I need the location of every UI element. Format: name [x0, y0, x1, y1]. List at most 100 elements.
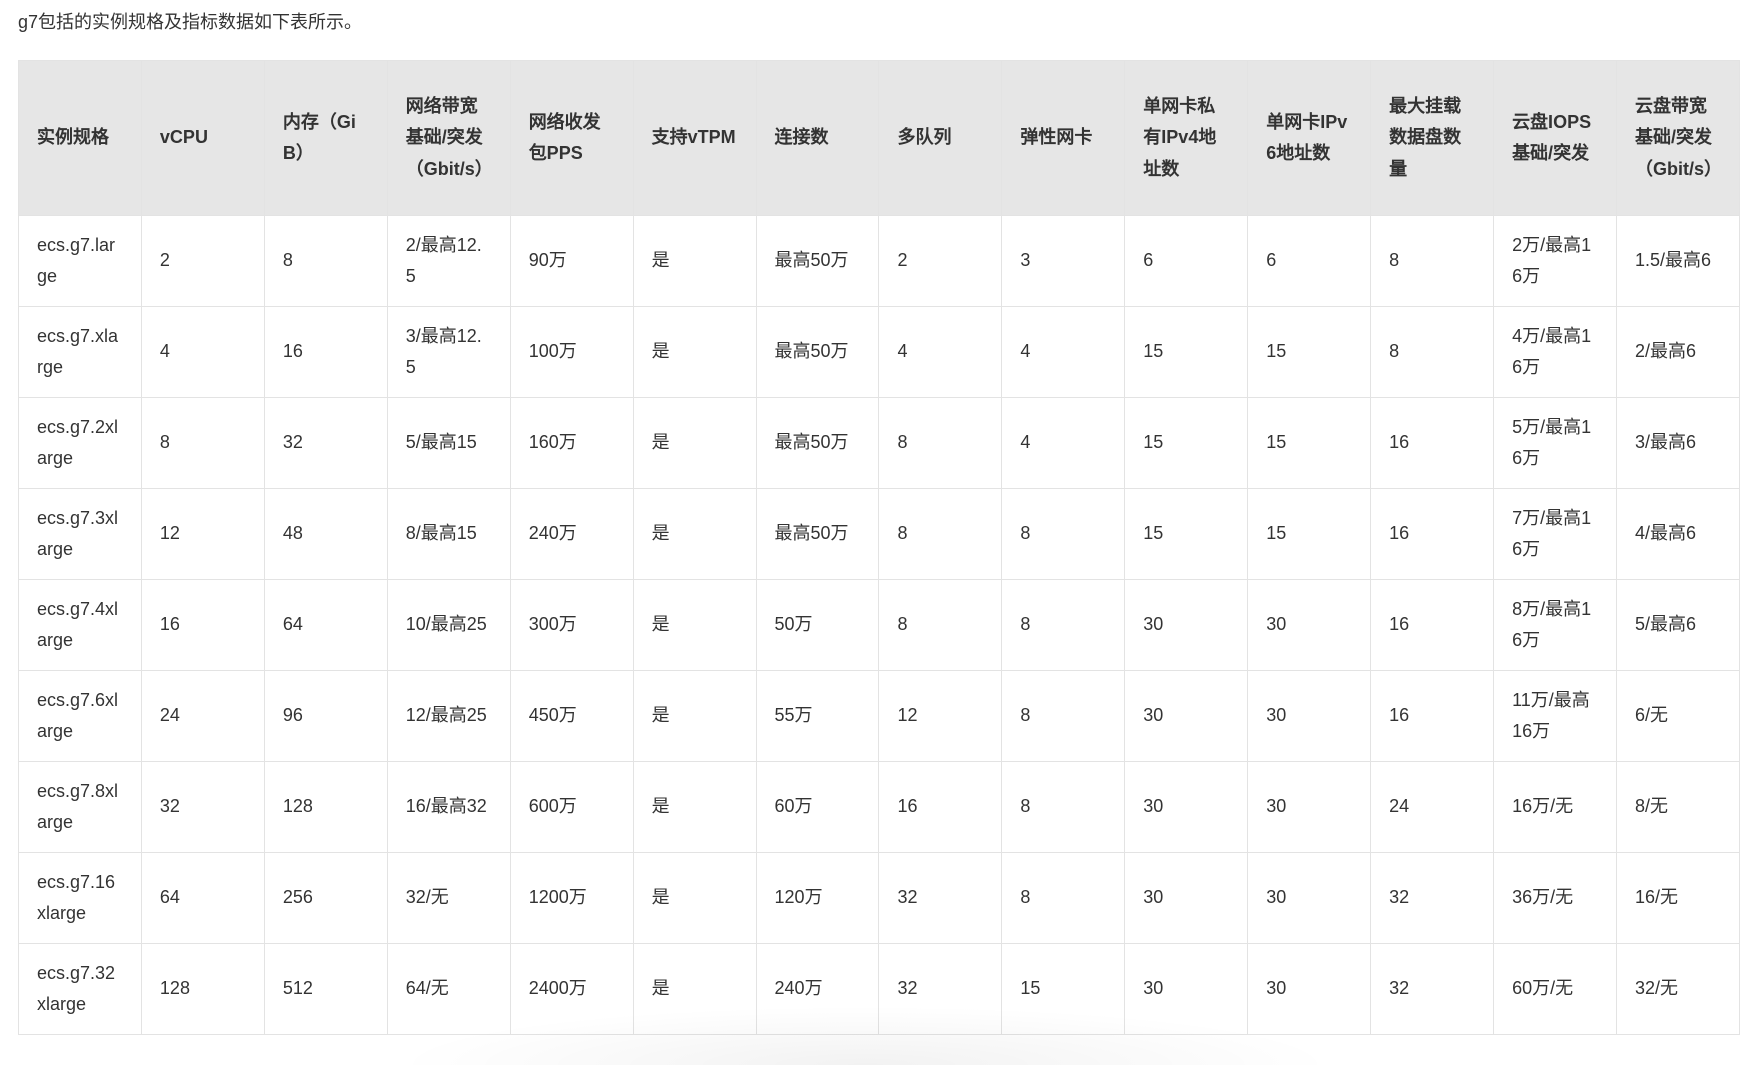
table-cell: 2 [140, 215, 265, 307]
table-cell: 30 [1247, 761, 1372, 853]
table-cell: 128 [263, 761, 388, 853]
table-cell: 32 [140, 761, 265, 853]
column-header: 单网卡IPv6地址数 [1247, 60, 1372, 216]
table-row: ecs.g7.16xlarge 64 256 32/无 1200万是 120万 32 8 30 3… [18, 852, 1741, 944]
table-row: ecs.g7.large 2 8 2/最高12.5 90万是最高50万 2 3 6 6 8 2万/最… [18, 215, 1741, 307]
column-header: 云盘IOPS基础/突发 [1493, 60, 1617, 216]
table-cell: 8/最高15 [386, 488, 511, 580]
table-cell: ecs.g7.2xlarge [18, 397, 142, 489]
table-cell: 512 [263, 943, 388, 1035]
table-cell: 4/最高6 [1615, 488, 1741, 580]
table-cell: 最高50万 [755, 306, 880, 398]
table-cell: 8/无 [1615, 761, 1741, 853]
table-cell: 450万 [509, 670, 634, 762]
table-cell: 8 [1001, 761, 1126, 853]
table-cell: 15 [1124, 488, 1249, 580]
table-cell: 2万/最高16万 [1493, 215, 1617, 307]
table-cell: 30 [1247, 943, 1372, 1035]
table-cell: 1.5/最高6 [1615, 215, 1741, 307]
table-row: ecs.g7.2xlarge 8 32 5/最高15 160万是最高50万 8 4 15 15 1… [18, 397, 1741, 489]
table-cell: 64 [140, 852, 265, 944]
table-cell: 32 [878, 852, 1003, 944]
table-cell: 24 [1370, 761, 1495, 853]
table-cell: 120万 [755, 852, 880, 944]
table-cell: 5/最高15 [386, 397, 511, 489]
table-cell: 3/最高6 [1615, 397, 1741, 489]
table-cell: 5万/最高16万 [1493, 397, 1617, 489]
table-cell: 32 [878, 943, 1003, 1035]
table-cell: 8 [878, 397, 1003, 489]
table-cell: 16万/无 [1493, 761, 1617, 853]
table-cell: ecs.g7.xlarge [18, 306, 142, 398]
table-cell: 30 [1124, 943, 1249, 1035]
table-cell: 15 [1124, 397, 1249, 489]
table-cell: 8 [878, 579, 1003, 671]
table-cell: 16 [263, 306, 388, 398]
column-header: 单网卡私有IPv4地址数 [1124, 60, 1249, 216]
table-cell: 2/最高12.5 [386, 215, 511, 307]
table-cell: ecs.g7.large [18, 215, 142, 307]
table-row: ecs.g7.3xlarge 12 48 8/最高15 240万是最高50万 8 8 15 15… [18, 488, 1741, 580]
table-cell: 15 [1247, 397, 1372, 489]
table-cell: 8 [1001, 579, 1126, 671]
table-row: ecs.g7.8xlarge 32 128 16/最高32 600万是 60万 16 8 30 3… [18, 761, 1741, 853]
table-cell: ecs.g7.6xlarge [18, 670, 142, 762]
table-cell: 3/最高12.5 [386, 306, 511, 398]
table-cell: 64/无 [386, 943, 511, 1035]
table-cell: 30 [1247, 579, 1372, 671]
table-cell: 3 [1001, 215, 1126, 307]
table-cell: 30 [1124, 761, 1249, 853]
table-cell: 16 [1370, 488, 1495, 580]
table-cell: 300万 [509, 579, 634, 671]
table-cell: 100万 [509, 306, 634, 398]
table-row: ecs.g7.4xlarge 16 64 10/最高25 300万是 50万 8 8 30 30 1… [18, 579, 1741, 671]
table-cell: 是 [632, 579, 757, 671]
table-cell: 7万/最高16万 [1493, 488, 1617, 580]
table-cell: ecs.g7.32xlarge [18, 943, 142, 1035]
table-cell: 8 [1001, 670, 1126, 762]
table-cell: 是 [632, 761, 757, 853]
table-cell: 60万/无 [1493, 943, 1617, 1035]
table-cell: 4万/最高16万 [1493, 306, 1617, 398]
column-header: 支持vTPM [632, 60, 757, 216]
table-cell: 15 [1124, 306, 1249, 398]
table-cell: 11万/最高16万 [1493, 670, 1617, 762]
table-cell: 15 [1247, 488, 1372, 580]
table-cell: 240万 [755, 943, 880, 1035]
column-header: 云盘带宽基础/突发（Gbit/s） [1615, 60, 1741, 216]
column-header: 网络收发包PPS [509, 60, 634, 216]
table-cell: 是 [632, 852, 757, 944]
table-cell: 16 [1370, 579, 1495, 671]
table-cell: 是 [632, 397, 757, 489]
table-cell: 16/最高32 [386, 761, 511, 853]
table-cell: 32 [1370, 943, 1495, 1035]
table-cell: 8 [1370, 215, 1495, 307]
table-cell: 30 [1247, 852, 1372, 944]
table-row: ecs.g7.32xlarge 128 512 64/无 2400万是 240万 32 15 3… [18, 943, 1741, 1035]
table-cell: 128 [140, 943, 265, 1035]
table-cell: ecs.g7.16xlarge [18, 852, 142, 944]
table-cell: 8 [1001, 488, 1126, 580]
table-cell: ecs.g7.3xlarge [18, 488, 142, 580]
table-cell: 256 [263, 852, 388, 944]
table-cell: 36万/无 [1493, 852, 1617, 944]
table-cell: 4 [878, 306, 1003, 398]
table-cell: 55万 [755, 670, 880, 762]
table-cell: 8 [1001, 852, 1126, 944]
table-cell: 64 [263, 579, 388, 671]
table-cell: 15 [1247, 306, 1372, 398]
table-cell: 32/无 [386, 852, 511, 944]
table-cell: 60万 [755, 761, 880, 853]
table-cell: 2 [878, 215, 1003, 307]
table-cell: 8 [263, 215, 388, 307]
table-cell: 24 [140, 670, 265, 762]
table-cell: 最高50万 [755, 488, 880, 580]
table-row: ecs.g7.xlarge 4 16 3/最高12.5 100万是最高50万 4 4 15 15… [18, 306, 1741, 398]
table-cell: 32/无 [1615, 943, 1741, 1035]
table-cell: 12 [140, 488, 265, 580]
table-cell: 90万 [509, 215, 634, 307]
table-cell: 是 [632, 488, 757, 580]
table-cell: 4 [140, 306, 265, 398]
table-cell: 30 [1124, 852, 1249, 944]
table-cell: 8万/最高16万 [1493, 579, 1617, 671]
